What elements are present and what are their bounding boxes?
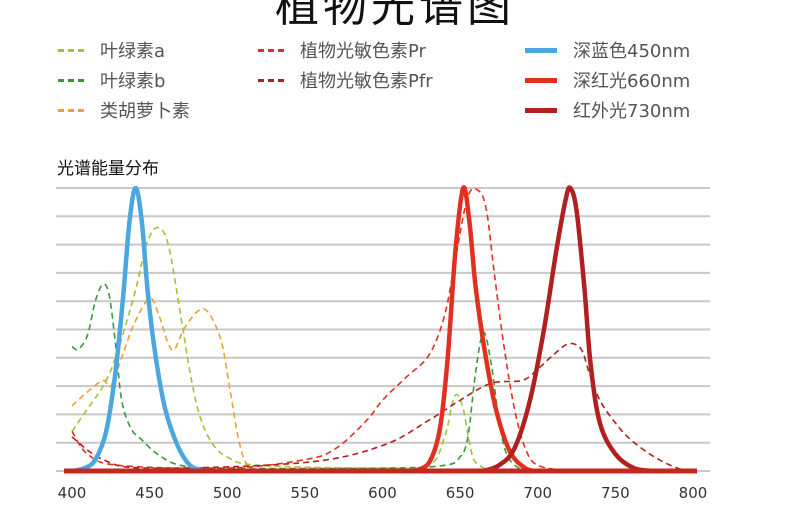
legend-item: 深红光660nm <box>525 68 690 92</box>
legend-swatch <box>525 47 557 53</box>
legend-label: 叶绿素b <box>100 71 166 92</box>
legend-swatch <box>258 48 284 52</box>
x-tick-label: 750 <box>601 484 630 502</box>
series-line-叶绿素a <box>71 226 492 472</box>
x-tick-label: 550 <box>291 484 320 502</box>
series-line-红外光730nm <box>482 185 655 474</box>
series-line-类胡萝卜素 <box>71 297 259 472</box>
legend-item: 深蓝色450nm <box>525 38 690 62</box>
x-tick-label: 600 <box>368 484 397 502</box>
legend-swatch <box>58 48 84 52</box>
x-tick-label: 700 <box>523 484 552 502</box>
legend-swatch <box>525 77 557 83</box>
series-line-叶绿素b <box>71 283 538 472</box>
x-tick-label: 500 <box>213 484 242 502</box>
legend-item: 叶绿素b <box>58 68 165 92</box>
legend-item: 植物光敏色素Pfr <box>258 68 433 92</box>
legend-label: 深红光660nm <box>573 71 691 92</box>
chart-subtitle: 光谱能量分布 <box>57 159 159 179</box>
legend-item: 植物光敏色素Pr <box>258 38 426 62</box>
legend-label: 红外光730nm <box>573 101 691 122</box>
legend-item: 叶绿素a <box>58 38 165 62</box>
chart-title: 植物光谱图 <box>275 0 515 32</box>
legend-swatch <box>258 78 284 82</box>
x-tick-label: 400 <box>58 484 87 502</box>
series-line-深红光660nm <box>412 185 539 474</box>
legend-label: 植物光敏色素Pr <box>300 41 426 62</box>
series-line-植物光敏色素Pfr <box>71 342 694 472</box>
legend-swatch <box>58 78 84 82</box>
legend-swatch <box>58 108 84 112</box>
legend-item: 红外光730nm <box>525 98 690 122</box>
legend-item: 类胡萝卜素 <box>58 98 190 122</box>
legend-label: 深蓝色450nm <box>573 41 691 62</box>
legend-label: 植物光敏色素Pfr <box>300 71 433 92</box>
x-tick-label: 450 <box>135 484 164 502</box>
x-tick-label: 800 <box>679 484 708 502</box>
legend-label: 叶绿素a <box>100 41 166 62</box>
series-line-植物光敏色素Pr <box>71 187 569 472</box>
legend-swatch <box>525 107 557 113</box>
legend-label: 类胡萝卜素 <box>100 101 190 122</box>
x-tick-label: 650 <box>446 484 475 502</box>
series-line-深蓝色450nm <box>71 185 205 474</box>
